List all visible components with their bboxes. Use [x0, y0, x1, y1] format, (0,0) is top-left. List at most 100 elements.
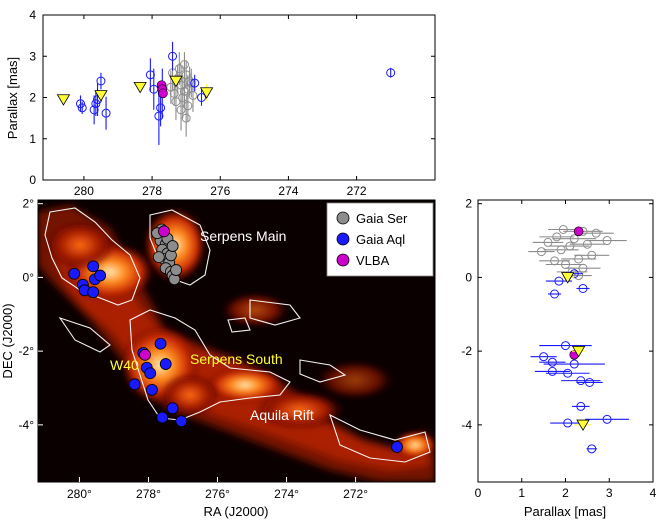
map-gaia-aql-star	[156, 411, 169, 424]
map-ytick-label: -2°	[19, 344, 35, 358]
side-parallax-panel: 0 1 2 3 4 2 0 -2 -4 Parallax [mas]	[461, 197, 656, 519]
data-point	[176, 105, 186, 115]
annotation-serpens-south: Serpens South	[190, 351, 283, 367]
top-axes-frame	[42, 14, 436, 181]
mean-marker	[571, 345, 586, 358]
data-point	[602, 414, 612, 424]
data-point	[576, 376, 586, 386]
map-ylabel: DEC (J2000)	[0, 303, 15, 378]
map-gaia-ser-star	[166, 240, 179, 252]
data-point	[554, 276, 564, 286]
legend-label: Gaia Ser	[356, 211, 408, 226]
data-point	[569, 234, 579, 244]
data-point	[178, 93, 188, 102]
data-point	[91, 99, 101, 109]
data-point	[574, 271, 584, 281]
side-xtick-label: 4	[650, 486, 657, 500]
data-point	[576, 401, 586, 411]
top-ylabel: Parallax [mas]	[5, 57, 20, 139]
map-gaia-aql-star	[87, 286, 100, 299]
data-point	[156, 103, 166, 113]
data-point	[573, 226, 584, 237]
side-xtick-label: 0	[475, 486, 482, 500]
top-ytick-label: 0	[29, 173, 36, 187]
top-ytick-label: 4	[29, 8, 36, 22]
top-xtick-label: 276	[210, 184, 230, 198]
map-xtick-label: 274°	[274, 487, 299, 501]
top-xtick-label: 272	[347, 184, 367, 198]
top-xtick-label: 278	[142, 184, 162, 198]
map-gaia-aql-star	[391, 441, 403, 453]
data-point	[181, 113, 191, 123]
map-xtick-label: 278°	[136, 487, 161, 501]
map-axes-frame	[37, 199, 436, 483]
mean-marker	[56, 94, 71, 106]
data-point	[569, 359, 579, 369]
map-xlabel: RA (J2000)	[203, 504, 268, 519]
top-ytick-label: 3	[29, 49, 36, 63]
mean-marker	[576, 419, 590, 432]
mean-marker	[94, 90, 108, 102]
data-point	[563, 418, 573, 428]
map-ytick-label: -4°	[19, 418, 35, 432]
top-vlba-series	[156, 80, 168, 99]
side-axes-frame	[477, 199, 654, 483]
annotation-w40: W40	[110, 357, 139, 373]
data-point	[585, 377, 595, 387]
side-mean-series	[560, 272, 592, 432]
data-point	[536, 247, 546, 257]
map-gaia-aql-star	[94, 269, 107, 282]
data-point	[547, 357, 557, 367]
side-xtick-label: 3	[606, 486, 613, 500]
legend-label: Gaia Aql	[356, 232, 405, 247]
top-xtick-label: 274	[278, 184, 298, 198]
data-point	[591, 228, 601, 238]
data-point	[602, 236, 612, 246]
data-point	[539, 352, 549, 362]
map-gaia-aql-star	[87, 260, 100, 273]
data-point	[552, 232, 562, 242]
annotation-aquila-rift: Aquila Rift	[250, 407, 314, 423]
map-vlba-star	[158, 225, 170, 238]
data-point	[154, 111, 164, 121]
data-point	[168, 51, 178, 61]
data-point	[77, 103, 87, 113]
legend-marker	[336, 211, 350, 225]
map-legend: Gaia Ser Gaia Aql VLBA	[326, 202, 434, 277]
mean-marker	[560, 272, 575, 284]
map-xtick-label: 280°	[67, 487, 92, 501]
annotation-serpens-main: Serpens Main	[200, 228, 286, 244]
data-point	[171, 97, 181, 107]
top-gaia-aql-series	[75, 41, 396, 145]
side-gaia-aql-series	[530, 269, 629, 454]
data-point	[75, 99, 85, 109]
data-point	[183, 84, 193, 94]
map-gaia-aql-star	[166, 402, 179, 415]
map-gaia-aql-star	[68, 267, 81, 280]
data-point	[386, 68, 396, 78]
map-gaia-ser-star	[170, 264, 182, 276]
map-gaia-ser-star	[152, 251, 165, 264]
side-ytick-label: -4	[461, 418, 472, 432]
legend-label: VLBA	[356, 253, 390, 268]
side-ytick-label: 0	[465, 270, 472, 284]
top-ytick-label: 2	[29, 91, 36, 105]
side-gaia-ser-series	[528, 224, 627, 281]
data-point	[556, 245, 566, 255]
data-point	[561, 341, 570, 351]
mean-marker	[169, 75, 183, 88]
map-gaia-aql-star	[144, 367, 157, 380]
data-point	[578, 283, 588, 293]
map-gaia-aql-star	[175, 415, 188, 428]
side-xtick-label: 1	[518, 486, 525, 500]
side-xlabel: Parallax [mas]	[524, 504, 606, 519]
data-point	[574, 254, 584, 264]
mean-marker	[199, 87, 214, 99]
legend-marker	[336, 253, 350, 267]
map-gaia-aql-star	[154, 337, 167, 350]
data-point	[550, 289, 560, 299]
map-gaia-aql-star	[146, 383, 158, 396]
data-point	[563, 368, 573, 378]
top-xtick-label: 280	[74, 184, 94, 198]
